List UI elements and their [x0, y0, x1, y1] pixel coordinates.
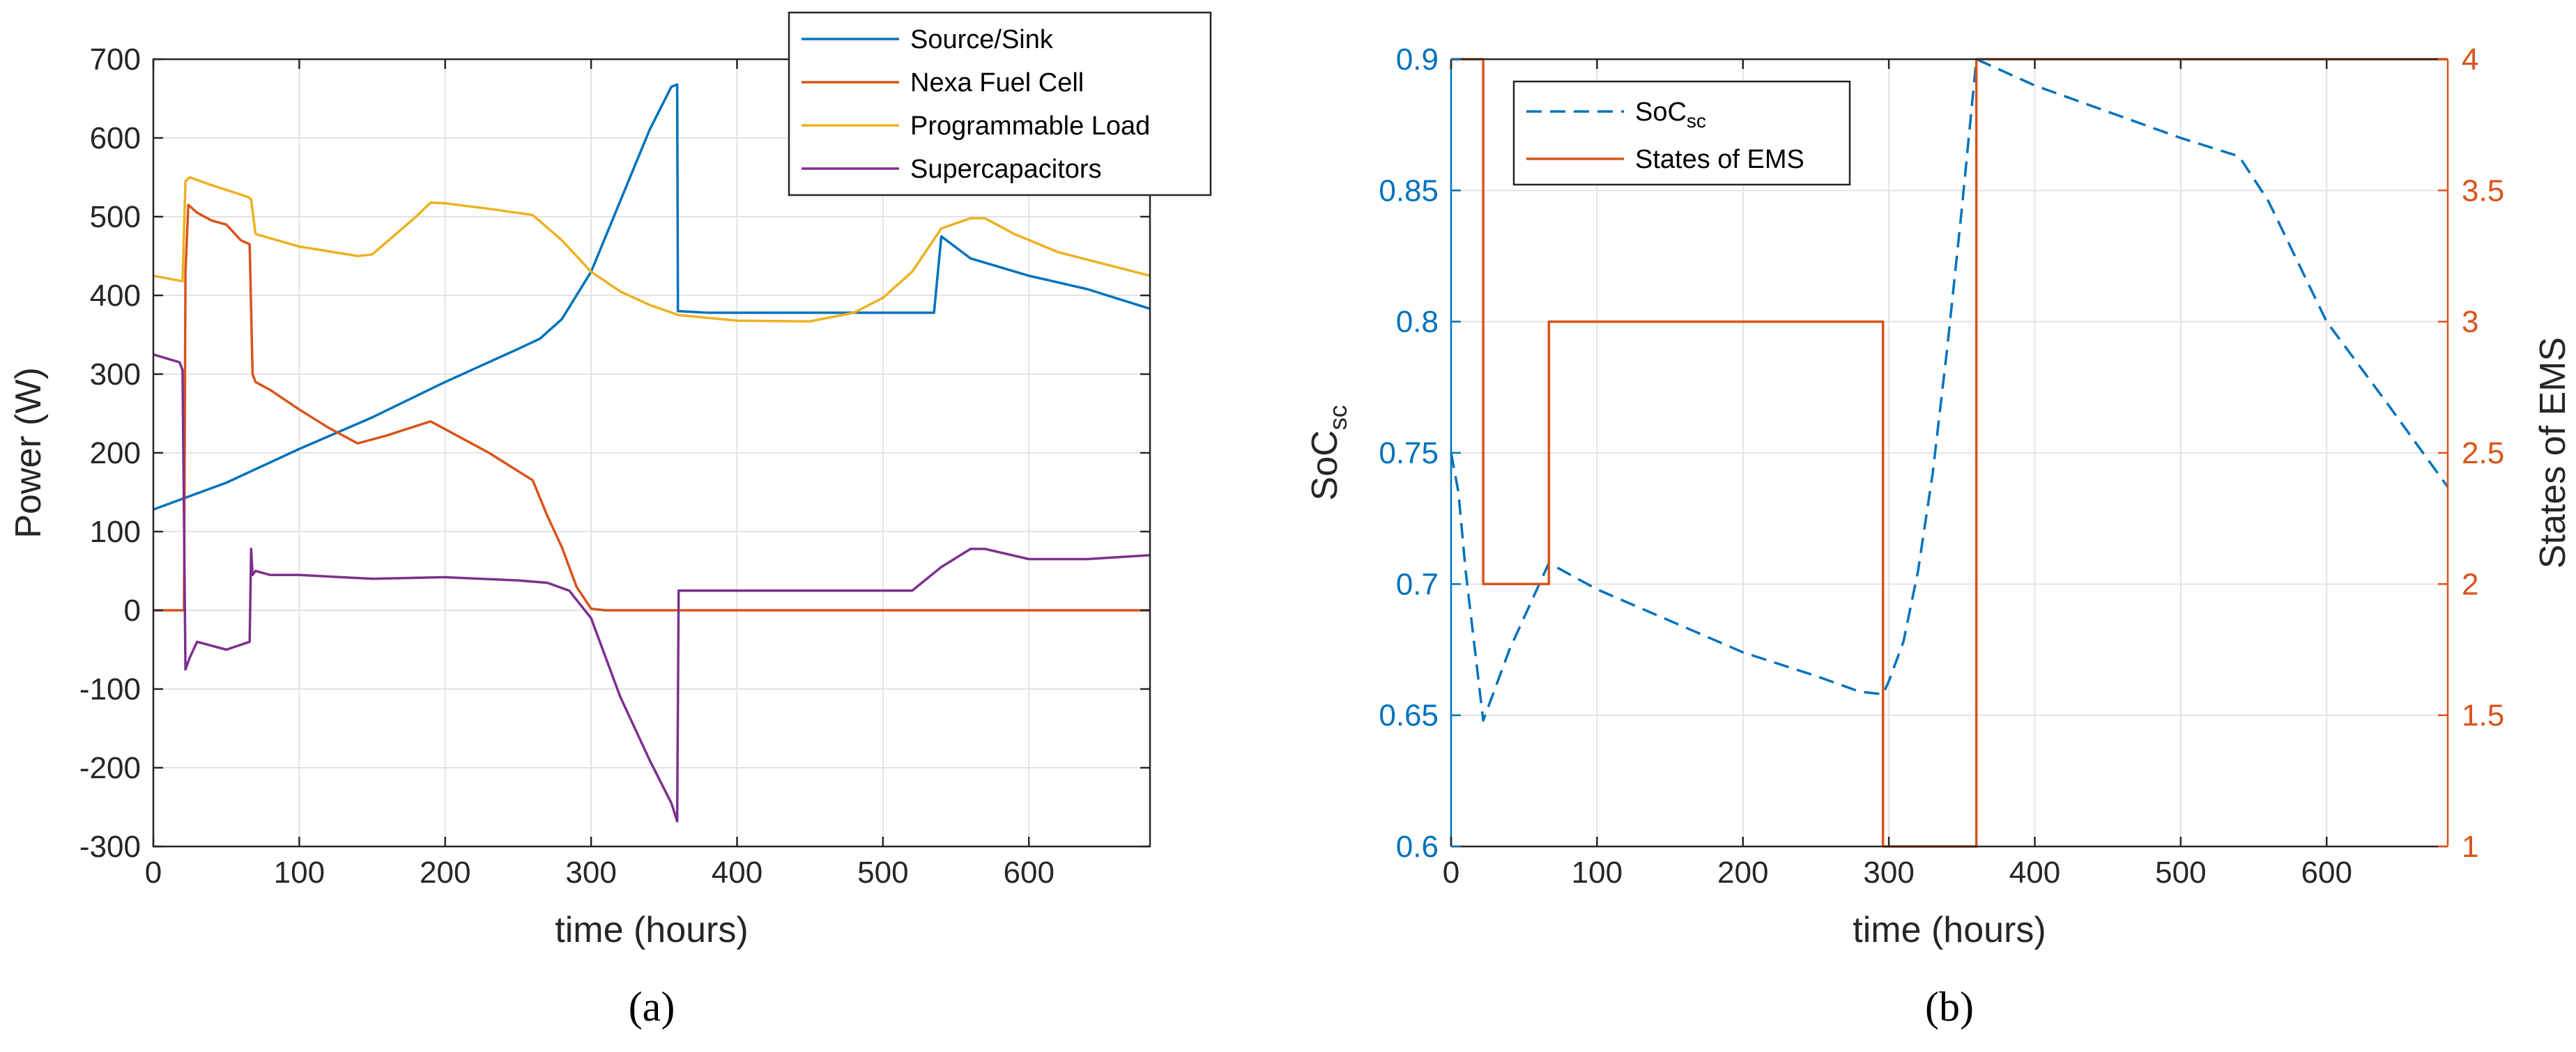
x-tick-label: 300 [1863, 856, 1914, 890]
series-line-nexa-fuel-cell [153, 203, 1150, 612]
y-tick-label: 500 [90, 200, 141, 234]
y-tick-label: -200 [79, 751, 141, 785]
panel-b-left-y-label-main: SoC [1305, 430, 1345, 500]
panel-b-chart: 0 100 200 300 400 500 600 0.6 0.65 0.7 0.75 0.8 0.8… [1305, 42, 2573, 1030]
panel-a-y-label: Power (W) [8, 367, 49, 539]
panel-a-legend: Source/Sink Nexa Fuel Cell Programmable … [788, 11, 1212, 196]
panel-a-chart: 0 100 200 300 400 500 600 -300 -200 -100 0 100 200 3… [8, 11, 1212, 1030]
x-tick-label: 200 [1717, 856, 1768, 890]
y-tick-label: 200 [90, 436, 141, 470]
panel-b-legend: SoCsc States of EMS [1512, 80, 1851, 186]
legend-label-programmable-load: Programmable Load [910, 111, 1150, 141]
panel-b-right-y-ticks: 1 1.5 2 2.5 3 3.5 4 [2438, 42, 2504, 864]
legend-label-soc-sc: SoCsc [1635, 98, 1706, 132]
y-tick-label: 100 [90, 515, 141, 549]
y-tick-label: -100 [79, 672, 141, 706]
panel-a-y-ticks: -300 -200 -100 0 100 200 300 400 500 600 700 [79, 42, 1150, 864]
right-y-tick-label: 2.5 [2462, 436, 2504, 470]
panel-a-x-label: time (hours) [555, 910, 748, 950]
panel-b-caption-text: (b) [1925, 984, 1974, 1030]
left-y-tick-label: 0.8 [1396, 305, 1439, 339]
left-y-tick-label: 0.75 [1379, 436, 1439, 470]
x-tick-label: 0 [145, 856, 162, 890]
x-tick-label: 500 [857, 856, 908, 890]
x-tick-label: 400 [712, 856, 762, 890]
panel-a-caption: (a) [629, 984, 675, 1030]
left-y-tick-label: 0.6 [1396, 830, 1439, 864]
left-y-tick-label: 0.9 [1396, 42, 1439, 77]
legend-label-states-of-ems: States of EMS [1635, 145, 1804, 174]
x-tick-label: 500 [2155, 856, 2206, 890]
y-tick-label: 0 [124, 594, 141, 628]
series-line-programmable-load [153, 176, 1151, 323]
series-line-supercapacitors [153, 353, 1151, 823]
legend-label-nexa-fuel-cell: Nexa Fuel Cell [910, 68, 1084, 98]
right-y-tick-label: 1 [2462, 830, 2478, 864]
legend-label-soc-main: SoC [1635, 98, 1687, 127]
x-tick-label: 200 [420, 856, 470, 890]
x-tick-label: 100 [274, 856, 325, 890]
y-tick-label: 400 [90, 279, 141, 313]
x-tick-label: 300 [565, 856, 616, 890]
left-y-tick-label: 0.7 [1396, 567, 1439, 601]
panel-b-x-label: time (hours) [1853, 910, 2046, 950]
panel-b-left-y-ticks: 0.6 0.65 0.7 0.75 0.8 0.85 0.9 [1379, 42, 1461, 864]
legend-label-soc-sub: sc [1687, 110, 1706, 132]
x-tick-label: 0 [1443, 856, 1459, 890]
right-y-tick-label: 1.5 [2462, 699, 2504, 733]
legend-label-supercapacitors: Supercapacitors [910, 155, 1102, 184]
panel-b-legend-box [1512, 80, 1851, 186]
panel-a-series [153, 83, 1151, 823]
x-tick-label: 600 [1004, 856, 1055, 890]
panel-b-right-y-label: States of EMS [2533, 337, 2573, 568]
left-y-tick-label: 0.85 [1379, 173, 1439, 208]
y-tick-label: 300 [90, 357, 141, 392]
right-y-tick-label: 2 [2462, 567, 2478, 601]
panel-a-legend-box [788, 11, 1212, 196]
legend-label-source-sink: Source/Sink [910, 25, 1054, 54]
panel-b-left-y-label-sub: sc [1324, 405, 1352, 430]
panel-b-caption: (b) [1925, 984, 1974, 1030]
y-tick-label: -300 [79, 830, 141, 864]
panel-b-series [1450, 58, 2449, 848]
right-y-tick-label: 3 [2462, 305, 2478, 339]
left-y-tick-label: 0.65 [1379, 699, 1439, 733]
y-tick-label: 700 [90, 42, 141, 77]
x-tick-label: 100 [1572, 856, 1623, 890]
panel-b-x-ticks: 0 100 200 300 400 500 600 [1443, 59, 2352, 890]
right-y-tick-label: 3.5 [2462, 173, 2504, 208]
x-tick-label: 400 [2009, 856, 2060, 890]
series-line-states-of-ems [1451, 58, 2448, 848]
x-tick-label: 600 [2301, 856, 2352, 890]
series-line-source-sink [153, 83, 1151, 511]
panel-a-x-ticks: 0 100 200 300 400 500 600 [145, 59, 1055, 890]
panel-a-caption-text: (a) [629, 984, 675, 1030]
series-line-soc-sc [1450, 58, 2449, 722]
y-tick-label: 600 [90, 121, 141, 155]
panel-b-left-y-label: SoCsc [1305, 405, 1352, 500]
right-y-tick-label: 4 [2462, 42, 2478, 77]
